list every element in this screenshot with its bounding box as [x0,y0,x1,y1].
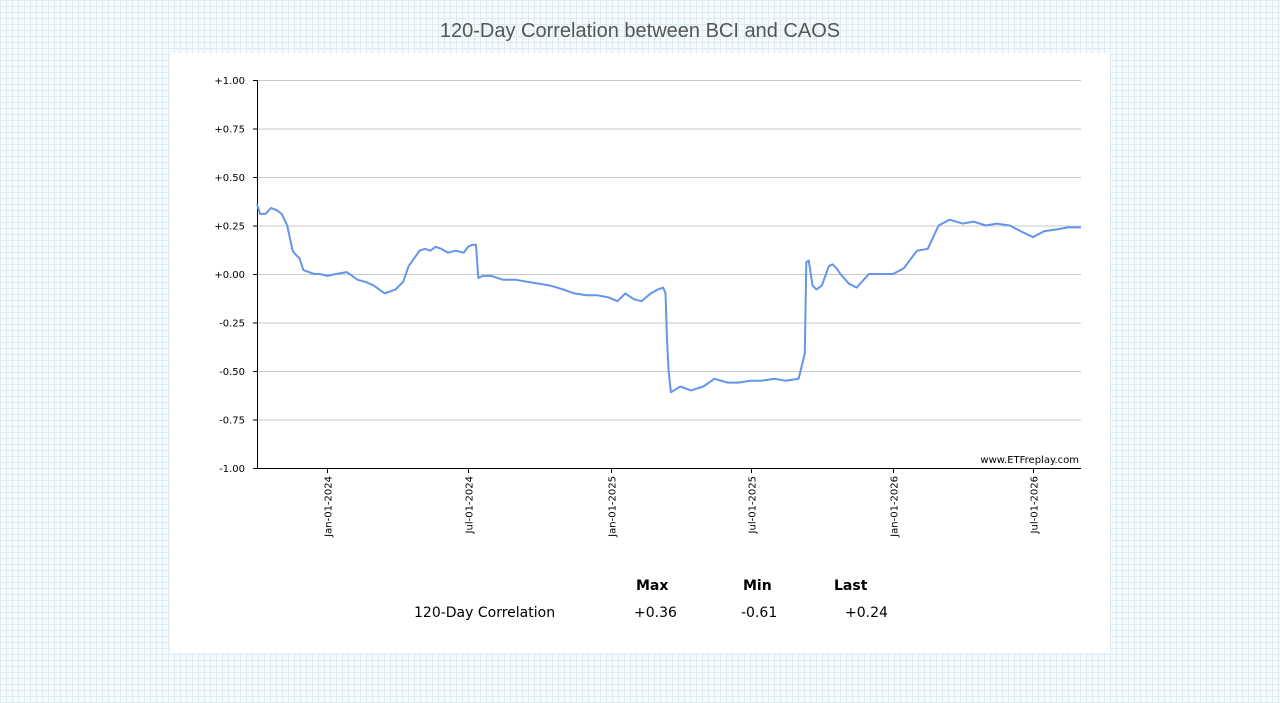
x-tick-label: Jan-01-2025 [608,476,619,538]
x-tick-label: Jul-01-2026 [1030,476,1041,534]
y-tick-label: +0.50 [214,173,245,184]
x-tick-label: Jan-01-2024 [324,476,335,538]
series-layer [256,203,1081,394]
x-axis: Jan-01-2024 Jul-01-2024 Jan-01-2025 Jul-01-… [257,468,1081,538]
y-tick-label: -0.50 [219,367,245,378]
x-tick-label: Jan-01-2026 [890,476,901,538]
y-axis: +1.00 +0.75 +0.50 +0.25 +0.00 -0.25 -0.50 -0.75… [214,76,258,475]
x-tick-label: Jul-01-2024 [465,476,476,534]
y-tick-label: +0.25 [214,222,245,233]
y-tick-label: -0.25 [219,319,245,330]
watermark: www.ETFreplay.com [980,455,1079,466]
y-tick-label: +1.00 [214,76,245,87]
y-tick-label: +0.00 [214,270,245,281]
y-tick-label: -0.75 [219,416,245,427]
y-tick-label: +0.75 [214,125,245,136]
correlation-line [256,203,1081,394]
y-tick-label: -1.00 [219,464,245,475]
correlation-chart: +1.00 +0.75 +0.50 +0.25 +0.00 -0.25 -0.50 -0.75… [214,76,1081,538]
page-title: 120-Day Correlation between BCI and CAOS [439,20,841,42]
x-tick-label: Jul-01-2025 [748,476,759,534]
grid-lines [257,80,1081,469]
chart-panel: +1.00 +0.75 +0.50 +0.25 +0.00 -0.25 -0.50 -0.75… [170,53,1110,653]
